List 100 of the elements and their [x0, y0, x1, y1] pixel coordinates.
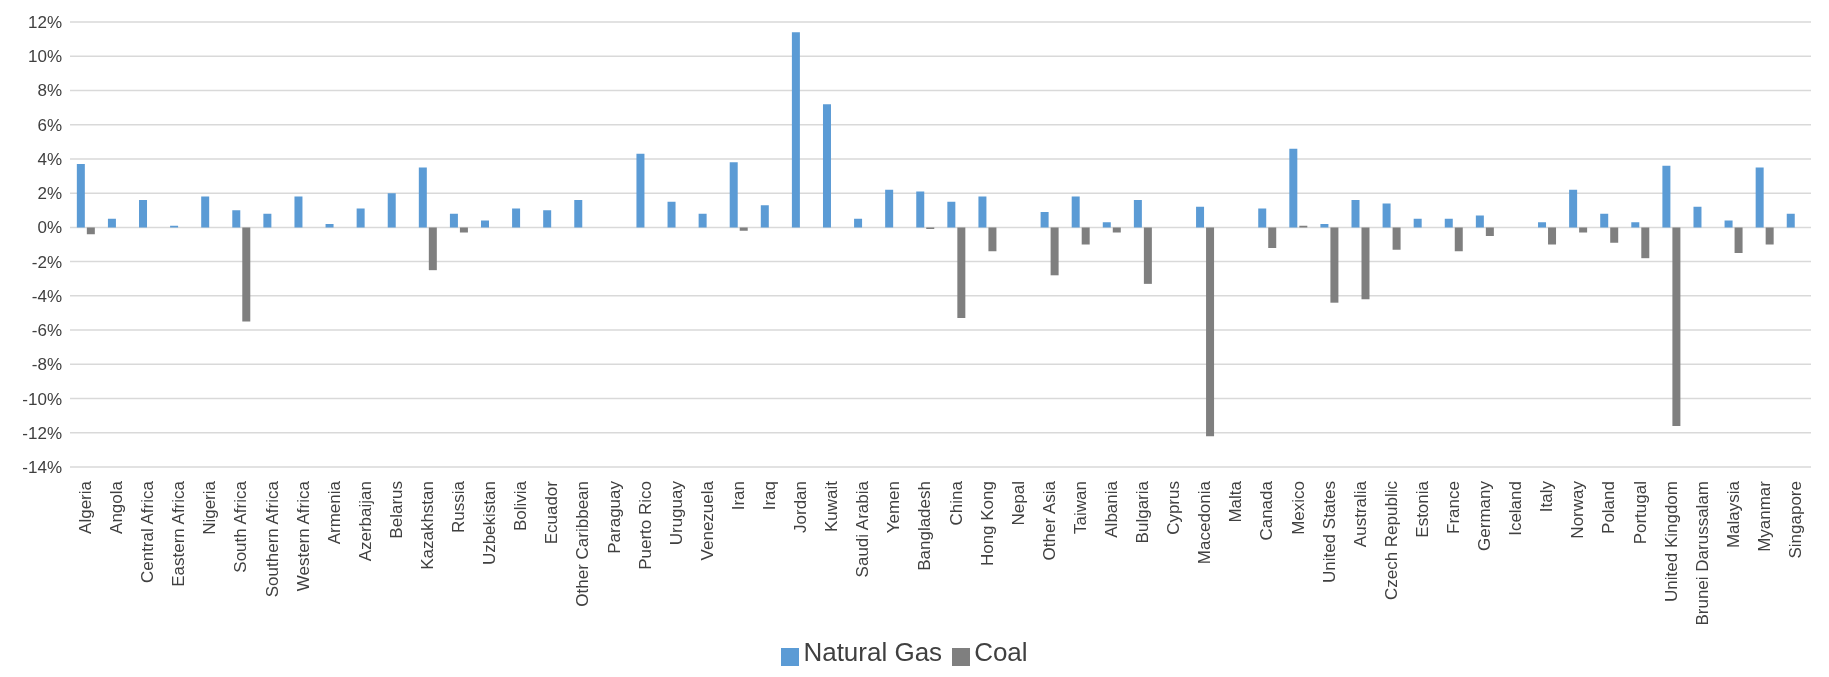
bar	[1475, 215, 1484, 228]
x-tick-label: Kuwait	[822, 480, 842, 533]
y-tick-label: 10%	[27, 47, 62, 67]
bar	[854, 218, 863, 228]
x-tick-label: Other Caribbean	[573, 481, 593, 607]
bar	[1040, 211, 1049, 228]
x-tick-label: Germany	[1475, 480, 1495, 551]
bar	[1330, 227, 1339, 303]
bar	[1050, 227, 1059, 276]
bar	[1081, 227, 1090, 245]
bar	[916, 191, 925, 228]
bar	[1361, 227, 1370, 300]
bar	[232, 210, 241, 228]
x-tick-label: Ecuador	[542, 480, 562, 545]
bar	[1672, 227, 1681, 426]
x-tick-label: United Kingdom	[1661, 481, 1681, 602]
bar	[449, 213, 458, 228]
x-tick-label: Bulgaria	[1133, 480, 1153, 544]
y-tick-label: 2%	[37, 184, 62, 204]
bar	[86, 227, 95, 235]
legend-label: Coal	[974, 637, 1028, 667]
bar	[1133, 200, 1142, 228]
x-tick-label: Nigeria	[200, 480, 220, 535]
bar	[760, 205, 769, 228]
bar	[1268, 227, 1277, 248]
x-tick-label: Macedonia	[1195, 480, 1215, 565]
x-tick-label: Singapore	[1785, 481, 1805, 559]
x-tick-label: Mexico	[1288, 481, 1308, 535]
bar	[822, 104, 831, 228]
bar	[1786, 213, 1795, 228]
x-tick-label: Uzbekistan	[480, 481, 500, 566]
y-tick-label: -10%	[22, 389, 62, 409]
bar	[667, 201, 676, 228]
x-tick-label: Bolivia	[511, 480, 531, 532]
bar	[1631, 222, 1640, 228]
bar	[1662, 165, 1671, 228]
y-tick-label: 8%	[37, 81, 62, 101]
y-tick-label: 4%	[37, 149, 62, 169]
y-tick-label: 6%	[37, 115, 62, 135]
bar	[139, 200, 148, 228]
x-tick-label: Angola	[107, 480, 127, 534]
bar	[1112, 227, 1121, 233]
bar	[947, 201, 956, 228]
x-tick-label: Australia	[1350, 480, 1370, 548]
x-tick-label: Iraq	[760, 481, 780, 511]
bar	[1258, 208, 1267, 228]
bar	[1548, 227, 1557, 245]
x-tick-label: Yemen	[884, 481, 904, 534]
x-tick-label: Myanmar	[1754, 480, 1774, 552]
bar	[1641, 227, 1650, 259]
x-tick-label: Paraguay	[604, 480, 624, 554]
y-tick-label: -12%	[22, 423, 62, 443]
bar	[885, 189, 894, 228]
bar	[1610, 227, 1619, 243]
x-tick-label: Bangladesh	[915, 481, 935, 571]
bar	[387, 193, 396, 228]
bar	[1444, 218, 1453, 228]
x-tick-label: Eastern Africa	[169, 480, 189, 587]
y-tick-label: -6%	[31, 321, 62, 341]
x-tick-label: South Africa	[231, 480, 251, 573]
x-tick-label: Norway	[1568, 480, 1588, 539]
x-tick-label: Portugal	[1630, 481, 1650, 545]
x-tick-label: Jordan	[791, 481, 811, 533]
bar	[201, 196, 210, 228]
x-tick-label: United States	[1319, 481, 1339, 584]
bar	[1765, 227, 1774, 245]
bar	[729, 162, 738, 228]
bar	[76, 164, 85, 228]
bar	[1413, 218, 1422, 228]
bar	[1538, 222, 1547, 228]
x-tick-label: Venezuela	[697, 480, 717, 561]
x-tick-label: Central Africa	[138, 480, 158, 584]
bar	[1485, 227, 1494, 236]
bar	[107, 218, 116, 228]
y-tick-label: 12%	[27, 13, 62, 33]
x-tick-label: Uruguay	[666, 480, 686, 546]
x-tick-label: Czech Republic	[1381, 480, 1401, 601]
x-tick-label: France	[1443, 481, 1463, 534]
bar	[1143, 227, 1152, 284]
x-tick-label: Russia	[449, 480, 469, 533]
bar	[1579, 227, 1588, 233]
bar	[512, 208, 521, 228]
bar	[957, 227, 966, 319]
x-tick-label: Albania	[1101, 480, 1121, 538]
bar	[636, 153, 645, 228]
x-tick-label: Nepal	[1008, 481, 1028, 526]
bar	[1734, 227, 1743, 254]
bar	[978, 196, 987, 228]
x-tick-label: Algeria	[76, 480, 96, 534]
x-tick-label: Canada	[1257, 480, 1277, 541]
x-tick-label: Puerto Rico	[635, 481, 655, 570]
x-tick-label: Belarus	[386, 481, 406, 539]
bar	[543, 210, 552, 228]
x-tick-label: Kazakhstan	[418, 481, 438, 570]
x-tick-label: Western Africa	[293, 480, 313, 592]
x-tick-label: Malaysia	[1723, 480, 1743, 549]
bar	[242, 227, 251, 322]
bar	[791, 32, 800, 228]
bar	[1600, 213, 1609, 228]
bar	[1693, 206, 1702, 228]
